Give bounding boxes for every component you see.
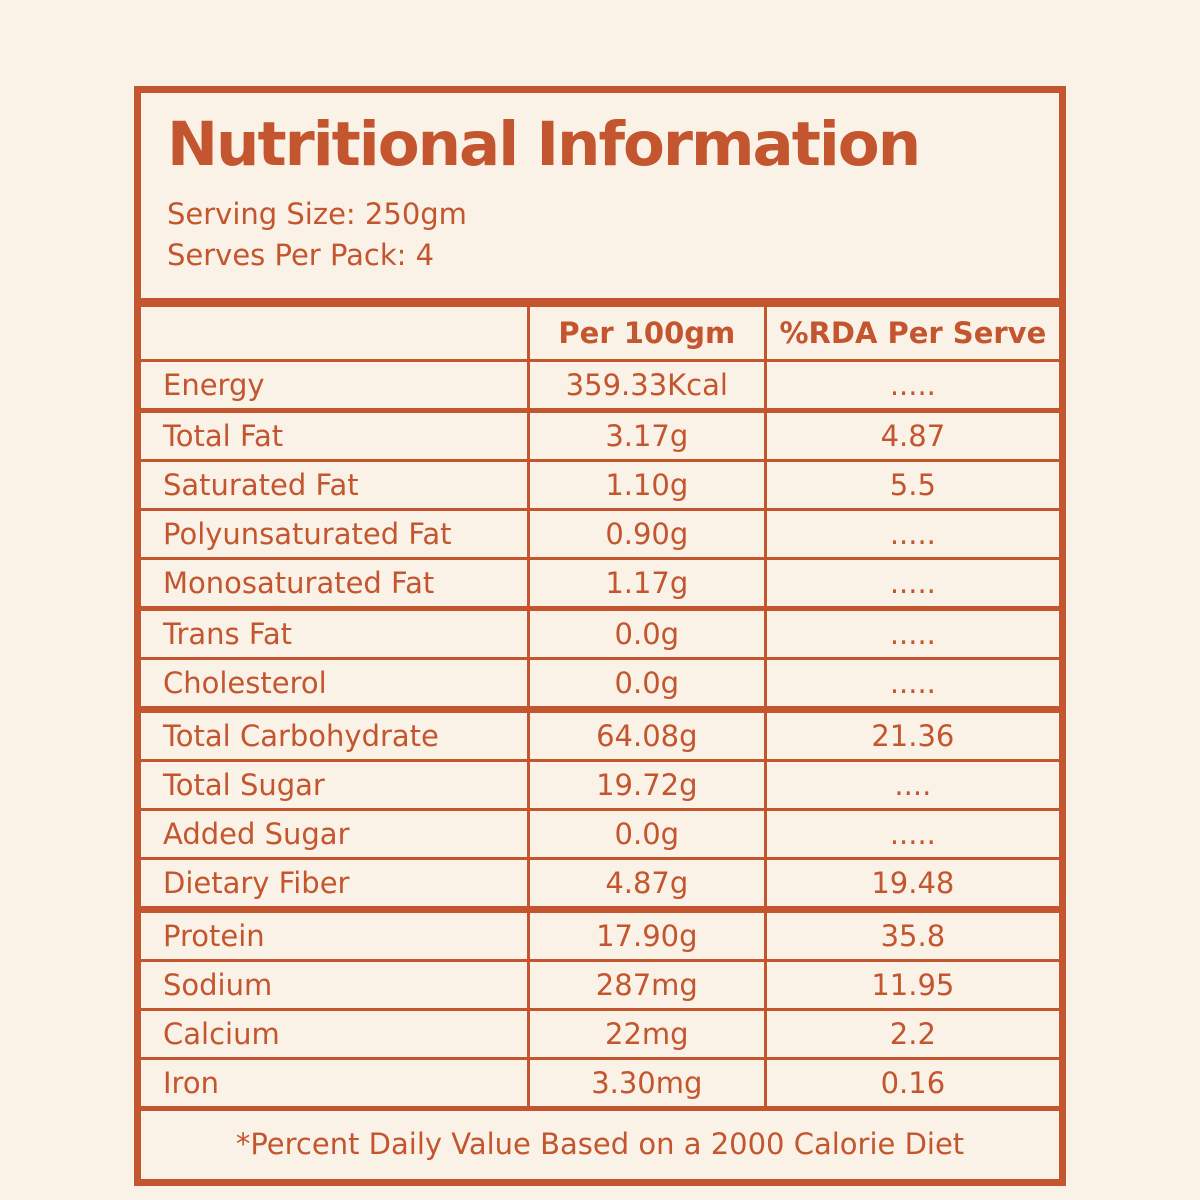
page-title: Nutritional Information <box>167 109 921 180</box>
table-row: Energy 359.33Kcal ..... <box>141 359 1059 413</box>
serves-per-pack-text: Serves Per Pack: 4 <box>167 238 435 273</box>
table-row: Sodium 287mg 11.95 <box>141 959 1059 1012</box>
row-label: Trans Fat <box>141 606 530 661</box>
row-rda-per-serve: 19.48 <box>763 857 1059 912</box>
row-per-100gm: 4.87g <box>526 857 767 912</box>
column-header-rda-per-serve: %RDA Per Serve <box>763 307 1059 363</box>
row-label: Sodium <box>141 959 530 1012</box>
row-label: Calcium <box>141 1008 530 1061</box>
row-rda-per-serve: 21.36 <box>763 706 1059 763</box>
table-row: Iron 3.30mg 0.16 <box>141 1057 1059 1107</box>
column-header-per-100gm: Per 100gm <box>526 307 767 363</box>
row-per-100gm: 287mg <box>526 959 767 1012</box>
row-rda-per-serve: ..... <box>763 808 1059 861</box>
row-rda-per-serve: ..... <box>763 508 1059 561</box>
row-label: Protein <box>141 906 530 963</box>
row-per-100gm: 1.17g <box>526 557 767 611</box>
row-label: Total Sugar <box>141 759 530 812</box>
row-per-100gm: 359.33Kcal <box>526 359 767 413</box>
row-per-100gm: 0.0g <box>526 606 767 661</box>
nutrition-label-card: Nutritional Information Serving Size: 25… <box>134 86 1066 1187</box>
row-rda-per-serve: ..... <box>763 557 1059 611</box>
row-label: Saturated Fat <box>141 459 530 512</box>
row-label: Total Fat <box>141 408 530 463</box>
table-row: Total Carbohydrate 64.08g 21.36 <box>141 706 1059 763</box>
row-label: Cholesterol <box>141 657 530 712</box>
column-header-metric <box>141 307 530 363</box>
row-per-100gm: 1.10g <box>526 459 767 512</box>
row-rda-per-serve: ..... <box>763 359 1059 413</box>
row-rda-per-serve: ..... <box>763 657 1059 712</box>
row-rda-per-serve: 35.8 <box>763 906 1059 963</box>
table-row: Calcium 22mg 2.2 <box>141 1008 1059 1061</box>
table-row: Cholesterol 0.0g ..... <box>141 657 1059 712</box>
table-row: Total Fat 3.17g 4.87 <box>141 408 1059 463</box>
row-per-100gm: 3.30mg <box>526 1057 767 1107</box>
row-rda-per-serve: 0.16 <box>763 1057 1059 1107</box>
table-row: Total Sugar 19.72g .... <box>141 759 1059 812</box>
nutrition-table: Per 100gm %RDA Per Serve Energy 359.33Kc… <box>141 307 1059 1107</box>
row-label: Dietary Fiber <box>141 857 530 912</box>
row-per-100gm: 19.72g <box>526 759 767 812</box>
label-header: Nutritional Information Serving Size: 25… <box>141 93 1059 308</box>
row-per-100gm: 22mg <box>526 1008 767 1061</box>
table-row: Saturated Fat 1.10g 5.5 <box>141 459 1059 512</box>
row-per-100gm: 17.90g <box>526 906 767 963</box>
row-label: Energy <box>141 359 530 413</box>
row-label: Monosaturated Fat <box>141 557 530 611</box>
table-row: Added Sugar 0.0g ..... <box>141 808 1059 861</box>
serving-size-text: Serving Size: 250gm <box>167 197 467 231</box>
row-rda-per-serve: .... <box>763 759 1059 812</box>
row-label: Iron <box>141 1057 530 1107</box>
row-rda-per-serve: 4.87 <box>763 408 1059 463</box>
row-per-100gm: 3.17g <box>526 408 767 463</box>
table-header-row: Per 100gm %RDA Per Serve <box>141 307 1059 363</box>
row-per-100gm: 0.0g <box>526 657 767 712</box>
table-row: Monosaturated Fat 1.17g ..... <box>141 557 1059 611</box>
table-row: Protein 17.90g 35.8 <box>141 906 1059 963</box>
row-per-100gm: 0.0g <box>526 808 767 861</box>
row-per-100gm: 0.90g <box>526 508 767 561</box>
row-per-100gm: 64.08g <box>526 706 767 763</box>
row-label: Total Carbohydrate <box>141 706 530 763</box>
table-row: Polyunsaturated Fat 0.90g ..... <box>141 508 1059 561</box>
table-row: Trans Fat 0.0g ..... <box>141 606 1059 661</box>
row-label: Added Sugar <box>141 808 530 861</box>
table-row: Dietary Fiber 4.87g 19.48 <box>141 857 1059 912</box>
row-label: Polyunsaturated Fat <box>141 508 530 561</box>
row-rda-per-serve: 5.5 <box>763 459 1059 512</box>
row-rda-per-serve: ..... <box>763 606 1059 661</box>
row-rda-per-serve: 11.95 <box>763 959 1059 1012</box>
daily-value-footnote: *Percent Daily Value Based on a 2000 Cal… <box>141 1106 1059 1179</box>
row-rda-per-serve: 2.2 <box>763 1008 1059 1061</box>
